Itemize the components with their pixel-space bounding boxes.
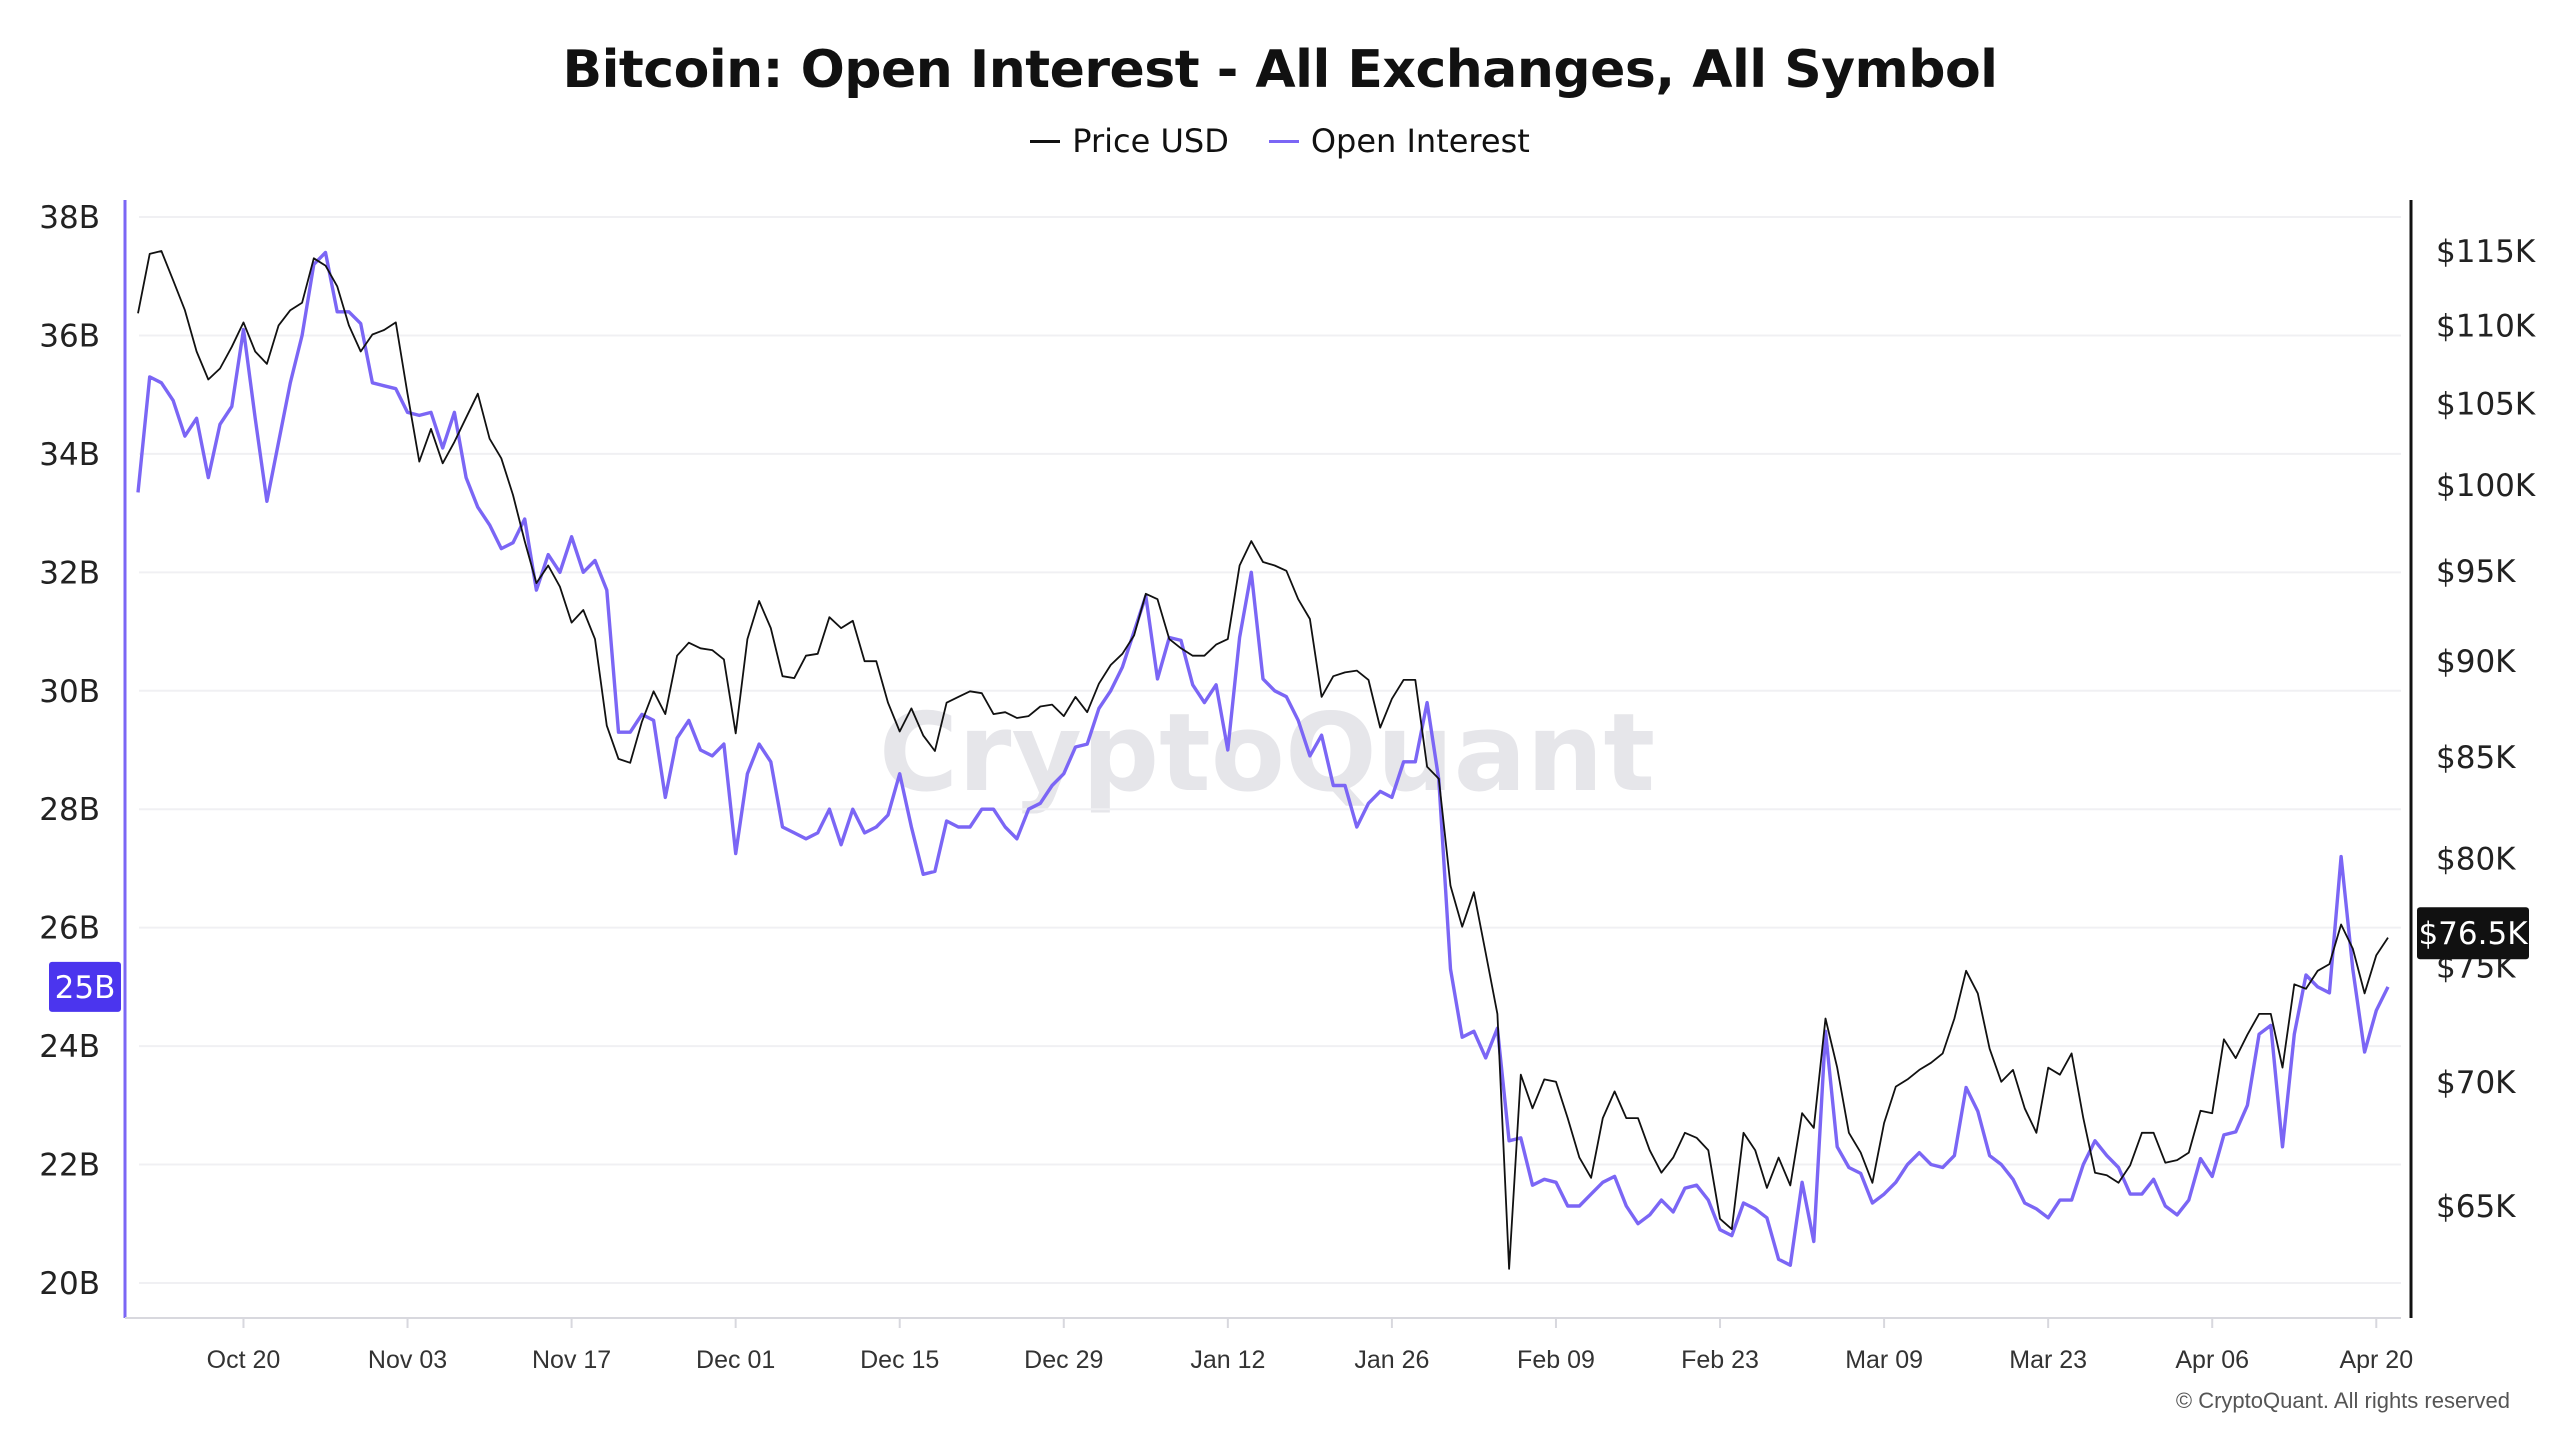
y-right-tick-label: $90K bbox=[2436, 644, 2516, 680]
x-tick-label: Feb 23 bbox=[1681, 1346, 1759, 1374]
legend-swatch-price bbox=[1030, 139, 1061, 143]
x-tick-label: Feb 09 bbox=[1517, 1346, 1595, 1374]
y-left-tick-label: 28B bbox=[39, 792, 100, 828]
x-tick-label: Nov 03 bbox=[368, 1346, 447, 1374]
y-right-tick-label: $115K bbox=[2436, 234, 2536, 270]
x-tick-label: Apr 20 bbox=[2339, 1346, 2413, 1374]
y-left-tick-label: 30B bbox=[39, 674, 100, 710]
current-open-interest-label: 25B bbox=[55, 970, 116, 1006]
y-right-tick-label: $100K bbox=[2436, 468, 2536, 504]
current-price-label: $76.5K bbox=[2418, 916, 2528, 952]
legend: Price USD Open Interest bbox=[0, 122, 2560, 160]
y-left-tick-label: 32B bbox=[39, 555, 100, 591]
y-left-tick-label: 38B bbox=[39, 200, 100, 236]
y-left-tick-label: 26B bbox=[39, 911, 100, 947]
x-tick-label: Dec 01 bbox=[696, 1346, 775, 1374]
y-right-tick-label: $95K bbox=[2436, 554, 2516, 590]
y-right-tick-label: $65K bbox=[2436, 1189, 2516, 1225]
legend-item-price[interactable]: Price USD bbox=[1030, 122, 1229, 160]
x-tick-label: Mar 09 bbox=[1845, 1346, 1923, 1374]
x-tick-label: Oct 20 bbox=[207, 1346, 281, 1374]
y-left-tick-label: 20B bbox=[39, 1266, 100, 1302]
x-tick-label: Apr 06 bbox=[2175, 1346, 2249, 1374]
y-right-tick-label: $80K bbox=[2436, 841, 2516, 877]
x-tick-label: Dec 29 bbox=[1024, 1346, 1103, 1374]
x-tick-label: Jan 26 bbox=[1354, 1346, 1429, 1374]
legend-item-open-interest[interactable]: Open Interest bbox=[1268, 122, 1530, 160]
y-left-tick-label: 34B bbox=[39, 437, 100, 473]
current-price-badge bbox=[2417, 907, 2529, 960]
x-tick-label: Dec 15 bbox=[860, 1346, 939, 1374]
legend-label-open-interest: Open Interest bbox=[1310, 122, 1530, 160]
x-tick-label: Jan 12 bbox=[1190, 1346, 1265, 1374]
open-interest-line bbox=[136, 250, 2390, 1267]
copyright: © CryptoQuant. All rights reserved bbox=[2175, 1388, 2510, 1413]
legend-label-price: Price USD bbox=[1072, 122, 1229, 160]
current-open-interest-badge bbox=[49, 961, 121, 1012]
x-tick-label: Mar 23 bbox=[2009, 1346, 2087, 1374]
price-usd-line bbox=[137, 250, 2389, 1270]
price-usd-series bbox=[137, 250, 2389, 1270]
legend-swatch-open-interest bbox=[1268, 139, 1299, 143]
chart-title: Bitcoin: Open Interest - All Exchanges, … bbox=[562, 40, 1998, 100]
open-interest-series bbox=[136, 250, 2390, 1267]
y-right-tick-label: $70K bbox=[2436, 1065, 2516, 1101]
y-right-tick-label: $105K bbox=[2436, 386, 2536, 422]
watermark: CryptoQuant bbox=[879, 691, 1655, 816]
x-tick-label: Nov 17 bbox=[532, 1346, 611, 1374]
y-right-tick-label: $85K bbox=[2436, 740, 2516, 776]
y-right-tick-label: $110K bbox=[2436, 308, 2536, 344]
y-left-tick-label: 24B bbox=[39, 1029, 100, 1065]
y-left-tick-label: 22B bbox=[39, 1148, 100, 1184]
y-left-tick-label: 36B bbox=[39, 318, 100, 354]
